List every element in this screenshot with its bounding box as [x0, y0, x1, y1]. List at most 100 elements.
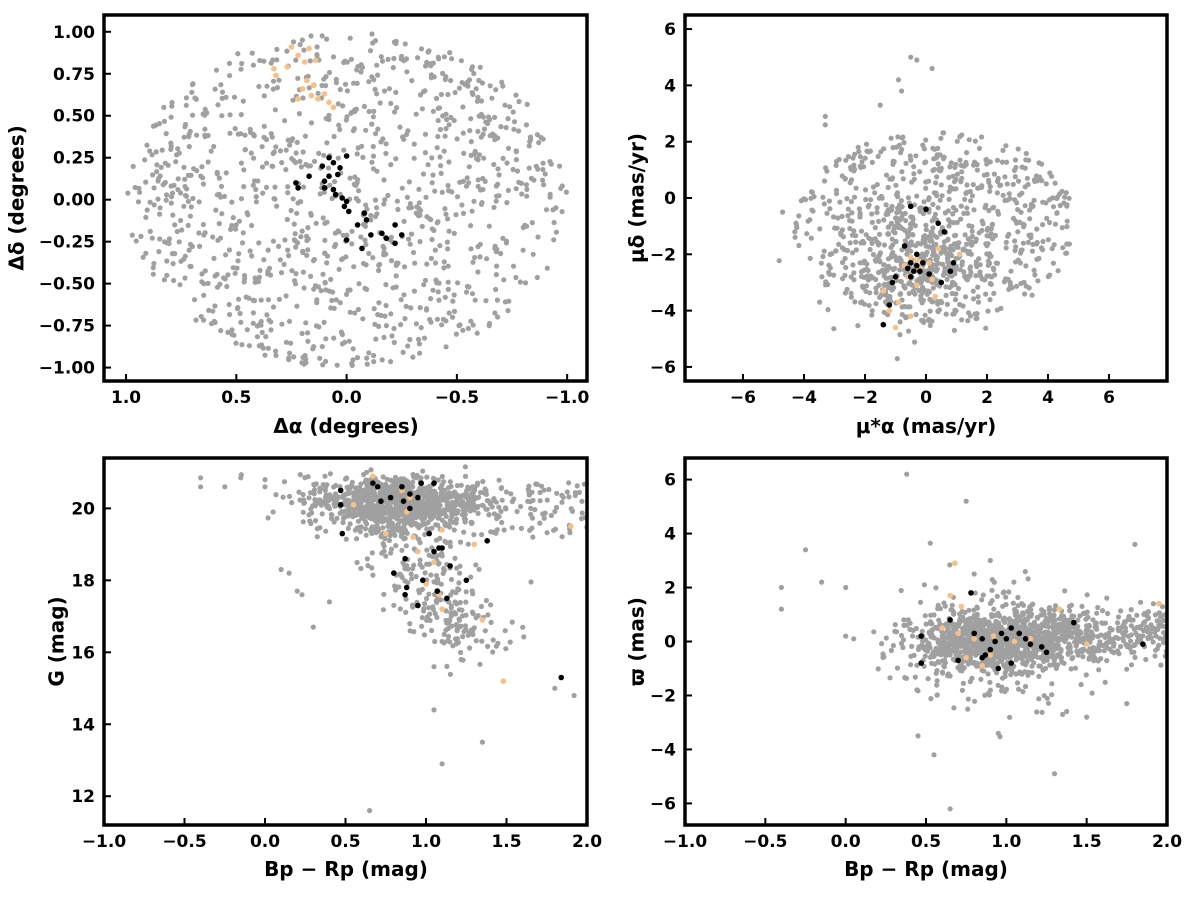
- field-star-point: [488, 602, 494, 608]
- field-star-point: [980, 592, 986, 598]
- field-star-point: [405, 343, 411, 349]
- field-star-point: [393, 156, 399, 162]
- field-star-point: [244, 327, 250, 333]
- field-star-point: [491, 204, 497, 210]
- field-star-point: [511, 119, 518, 125]
- field-star-point: [410, 354, 416, 360]
- member-point: [889, 279, 896, 286]
- field-star-point: [874, 182, 880, 188]
- member-point: [911, 268, 917, 275]
- field-star-point: [874, 209, 880, 216]
- field-star-point: [199, 271, 205, 277]
- field-star-point: [270, 163, 276, 169]
- field-star-point: [949, 648, 955, 654]
- field-star-point: [986, 207, 992, 214]
- field-star-point: [191, 166, 197, 172]
- field-star-point: [529, 525, 535, 531]
- field-star-point: [393, 273, 399, 279]
- field-star-point: [426, 591, 432, 597]
- field-star-point: [449, 189, 455, 195]
- field-star-point: [796, 213, 802, 219]
- field-star-point: [858, 300, 864, 306]
- field-star-point: [381, 543, 387, 549]
- field-star-point: [211, 143, 217, 150]
- field-star-point: [256, 343, 262, 349]
- field-star-point: [347, 287, 353, 293]
- field-star-point: [979, 227, 985, 233]
- field-star-point: [276, 296, 282, 302]
- field-star-point: [962, 232, 968, 238]
- field-star-point: [399, 185, 405, 191]
- field-star-point: [478, 111, 484, 117]
- field-star-point: [434, 599, 440, 606]
- field-star-point: [551, 219, 557, 226]
- field-star-point: [258, 297, 264, 303]
- field-star-point: [957, 620, 963, 626]
- field-star-point: [935, 205, 941, 211]
- field-star-point: [459, 202, 465, 208]
- field-star-point: [1141, 611, 1147, 618]
- field-star-point: [488, 529, 494, 535]
- field-star-point: [970, 288, 976, 294]
- field-star-point: [1051, 607, 1057, 613]
- field-star-point: [883, 172, 890, 178]
- field-star-point: [337, 300, 343, 306]
- field-star-point: [310, 346, 316, 352]
- field-star-point: [147, 148, 153, 154]
- field-star-point: [485, 612, 491, 618]
- field-star-point: [960, 631, 966, 637]
- field-star-point: [914, 687, 920, 693]
- field-star-point: [992, 232, 999, 239]
- field-star-point: [911, 171, 917, 177]
- field-star-point: [422, 88, 428, 94]
- y-tick-label: −2: [650, 245, 676, 265]
- field-star-point: [223, 170, 229, 176]
- field-star-point: [853, 185, 859, 191]
- field-star-point: [430, 554, 436, 560]
- field-star-point: [300, 269, 306, 275]
- field-star-point: [857, 214, 863, 220]
- field-star-point: [213, 207, 219, 213]
- field-star-point: [289, 268, 295, 274]
- field-star-point: [149, 152, 155, 158]
- field-star-point: [523, 182, 530, 188]
- field-star-point: [508, 491, 514, 497]
- field-star-point: [455, 508, 461, 514]
- field-star-point: [544, 497, 550, 503]
- field-star-point: [999, 642, 1005, 649]
- field-star-point: [285, 190, 291, 196]
- field-star-point: [1063, 190, 1069, 196]
- field-star-point: [391, 512, 397, 519]
- member-point: [471, 541, 478, 548]
- field-star-point: [172, 222, 178, 228]
- field-star-point: [1029, 202, 1035, 209]
- field-star-point: [372, 213, 379, 220]
- field-star-point: [312, 518, 319, 524]
- field-star-point: [349, 228, 355, 234]
- field-star-point: [354, 355, 361, 361]
- field-star-point: [469, 628, 476, 634]
- field-star-point: [446, 159, 452, 165]
- field-star-point: [372, 526, 378, 532]
- field-star-point: [947, 562, 953, 568]
- field-star-point: [271, 149, 277, 155]
- field-star-point: [441, 265, 447, 271]
- field-star-point: [468, 574, 474, 580]
- field-star-point: [886, 231, 892, 237]
- field-star-point: [473, 615, 479, 621]
- field-star-point: [380, 607, 386, 613]
- field-star-point: [285, 247, 291, 253]
- field-star-point: [460, 327, 466, 333]
- field-star-point: [930, 627, 936, 633]
- field-star-point: [905, 328, 912, 334]
- field-star-point: [909, 179, 915, 185]
- field-star-point: [151, 260, 157, 267]
- field-star-point: [273, 144, 279, 150]
- field-star-point: [193, 317, 199, 323]
- x-tick-label: 6: [1103, 388, 1115, 408]
- field-star-point: [388, 162, 394, 168]
- field-star-point: [314, 44, 320, 50]
- field-star-point: [254, 334, 260, 340]
- field-star-point: [438, 170, 444, 176]
- field-star-point: [222, 484, 228, 490]
